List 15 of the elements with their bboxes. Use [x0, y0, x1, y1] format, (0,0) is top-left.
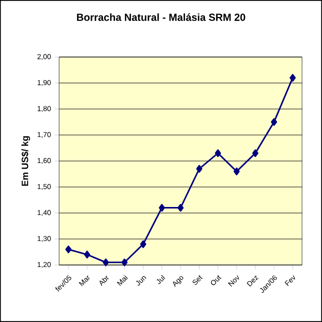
point: [214, 149, 222, 158]
point: [140, 240, 146, 248]
point: [270, 118, 278, 126]
point: [84, 250, 90, 258]
point: [252, 149, 258, 158]
point: [234, 168, 240, 176]
chart-title: Borracha Natural - Malásia SRM 20: [77, 13, 246, 21]
point: [65, 246, 72, 254]
point: [121, 258, 128, 266]
point: [177, 204, 184, 212]
point: [158, 204, 165, 212]
point: [102, 258, 109, 266]
point: [196, 164, 202, 173]
point: [290, 74, 296, 82]
y-axis-title: Em US$/ kg: [21, 136, 30, 186]
